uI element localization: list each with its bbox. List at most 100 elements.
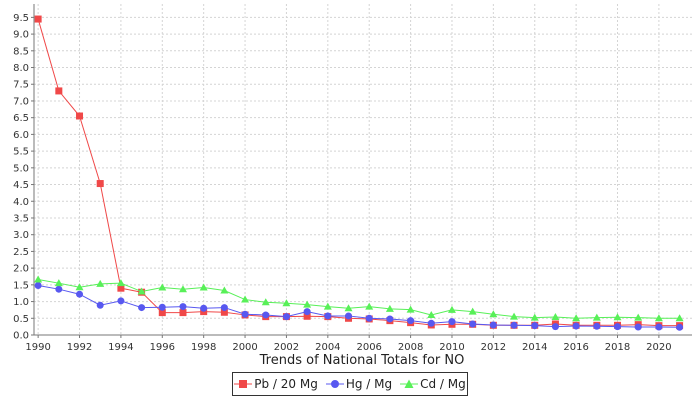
data-point [614, 323, 622, 331]
y-tick-label: 0.5 [13, 314, 29, 325]
legend-item-hg: Hg / Mg [325, 377, 393, 391]
data-point [572, 314, 581, 322]
data-point [386, 315, 394, 323]
data-point [76, 112, 84, 120]
y-tick-label: 2.5 [13, 247, 29, 258]
data-point [158, 309, 166, 317]
data-point [634, 323, 642, 331]
y-tick-label: 8.0 [13, 63, 29, 74]
data-point [469, 320, 477, 328]
data-point [220, 304, 228, 312]
x-tick-label: 2010 [439, 342, 464, 353]
x-tick-label: 2002 [274, 342, 299, 353]
data-point [76, 290, 84, 298]
x-tick-label: 1992 [67, 342, 92, 353]
data-point [427, 310, 436, 318]
data-point [261, 298, 270, 306]
series-line [38, 279, 680, 319]
data-point [55, 285, 63, 293]
data-point [344, 304, 353, 312]
data-point [282, 313, 290, 321]
data-point [96, 301, 104, 309]
y-tick-label: 6.5 [13, 113, 29, 124]
data-point [510, 312, 519, 320]
data-point [593, 322, 601, 330]
x-tick-label: 1990 [25, 342, 50, 353]
y-tick-label: 5.0 [13, 163, 29, 174]
data-point [200, 304, 208, 312]
data-point [158, 283, 167, 291]
data-point [323, 302, 332, 310]
data-point [179, 303, 187, 311]
data-point [303, 308, 311, 316]
line-chart: 0.0 0.5 1.0 1.5 2.0 2.5 3.0 3.5 4.0 4.5 5.0 5.5 6.0 6… [13, 4, 692, 368]
y-tick-label: 3.0 [13, 230, 29, 241]
x-tick-label: 2020 [646, 342, 671, 353]
series-1 [34, 282, 684, 331]
data-point [510, 321, 518, 329]
data-point [468, 307, 477, 315]
data-point [220, 286, 229, 294]
data-point [178, 285, 187, 293]
y-tick-label: 2.0 [13, 264, 29, 275]
data-point [427, 319, 435, 327]
circle-marker-icon [325, 380, 344, 388]
data-point [75, 283, 84, 291]
x-tick-label: 2008 [398, 342, 423, 353]
legend-label-pb: Pb / 20 Mg [254, 377, 318, 391]
data-point [117, 297, 125, 305]
data-point [675, 314, 684, 322]
data-point [179, 309, 187, 317]
data-point [365, 302, 374, 310]
x-tick-label: 2012 [481, 342, 506, 353]
data-point [489, 310, 498, 318]
data-point [531, 322, 539, 330]
x-tick-label: 1996 [150, 342, 175, 353]
data-point [220, 308, 228, 316]
y-tick-label: 9.0 [13, 30, 29, 41]
data-point [303, 312, 311, 320]
y-tick-label: 7.0 [13, 96, 29, 107]
y-tick-label: 1.5 [13, 280, 29, 291]
x-tick-label: 2000 [232, 342, 257, 353]
y-tick-label: 7.5 [13, 80, 29, 91]
legend: Pb / 20 Mg Hg / Mg Cd / Mg [232, 372, 468, 396]
data-point [448, 318, 456, 326]
legend-label-hg: Hg / Mg [345, 377, 393, 391]
data-point [489, 321, 497, 329]
y-tick-label: 6.0 [13, 130, 29, 141]
data-point [406, 305, 415, 313]
data-point [592, 313, 601, 321]
data-point [117, 284, 125, 292]
data-point [158, 303, 166, 311]
x-axis-label: Trends of National Totals for NO [259, 353, 465, 368]
data-point [634, 313, 643, 321]
y-tick-label: 4.0 [13, 197, 29, 208]
data-point [199, 283, 208, 291]
data-point [34, 282, 42, 290]
series-2 [34, 275, 684, 322]
plot-area [34, 4, 692, 335]
y-tick-label: 0.0 [13, 331, 29, 342]
data-point [303, 300, 312, 308]
data-point [551, 312, 560, 320]
x-tick-label: 2014 [522, 342, 547, 353]
data-point [613, 313, 622, 321]
data-point [282, 299, 291, 307]
x-tick-label: 1994 [108, 342, 133, 353]
data-point [385, 304, 394, 312]
data-point [138, 304, 146, 312]
data-point [262, 311, 270, 319]
y-tick-label: 4.5 [13, 180, 29, 191]
y-tick-label: 3.5 [13, 213, 29, 224]
data-point [551, 323, 559, 331]
x-tick-label: 1998 [191, 342, 216, 353]
y-tick-label: 5.5 [13, 147, 29, 158]
data-point [345, 312, 353, 320]
square-marker-icon [234, 380, 253, 388]
data-point [655, 323, 663, 331]
data-point [676, 323, 684, 331]
axes: 0.0 0.5 1.0 1.5 2.0 2.5 3.0 3.5 4.0 4.5 5.0 5.5 6.0 6… [13, 4, 692, 353]
data-point [324, 312, 332, 320]
